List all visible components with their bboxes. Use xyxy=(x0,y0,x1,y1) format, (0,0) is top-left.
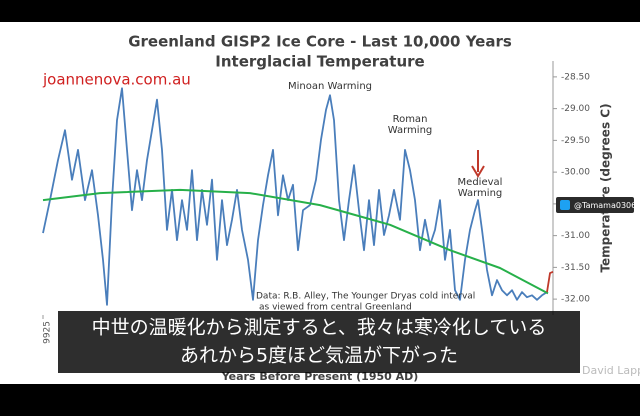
data-line xyxy=(42,87,548,306)
y-tick-label: -28.50 xyxy=(561,72,590,82)
twitter-badge: @Tamama0306 xyxy=(556,197,636,213)
y-tick-label: -31.00 xyxy=(561,231,590,241)
y-tick-label: -29.00 xyxy=(561,104,590,114)
caption-line: 中世の温暖化から測定すると、我々は寒冷化している xyxy=(92,317,547,339)
annotation: Warming xyxy=(388,125,433,136)
y-axis-title: Temperature (degrees C) xyxy=(599,103,613,272)
twitter-handle: @Tamama0306 xyxy=(574,201,636,210)
badge-background xyxy=(556,197,634,213)
annotation: Data: R.B. Alley, The Younger Dryas cold… xyxy=(256,292,475,302)
annotation: Roman xyxy=(393,114,428,125)
annotation: Warming xyxy=(458,188,503,199)
caption-box xyxy=(58,311,580,373)
twitter-icon xyxy=(560,200,570,210)
x-tick-label: 9925 xyxy=(43,321,53,344)
chart-title: Greenland GISP2 Ice Core - Last 10,000 Y… xyxy=(128,33,512,51)
arrow-head xyxy=(471,165,485,178)
x-axis-title: Years Before Present (1950 AD) xyxy=(221,370,419,383)
y-tick-label: -29.50 xyxy=(561,136,590,146)
y-tick-label: -30.00 xyxy=(561,168,590,178)
caption-line: あれから5度ほど気温が下がった xyxy=(180,345,458,367)
watermark: joannenova.com.au xyxy=(42,71,191,89)
chart-subtitle: Interglacial Temperature xyxy=(215,53,424,71)
data-line xyxy=(42,188,549,295)
y-tick-label: -32.00 xyxy=(561,295,590,305)
data-line xyxy=(546,270,554,293)
y-tick-label: -31.50 xyxy=(561,263,590,273)
annotation: as viewed from central Greenland xyxy=(259,303,412,313)
annotation: Minoan Warming xyxy=(288,81,372,92)
credit: David Lappi xyxy=(582,364,640,377)
annotation: Medieval xyxy=(458,177,503,188)
